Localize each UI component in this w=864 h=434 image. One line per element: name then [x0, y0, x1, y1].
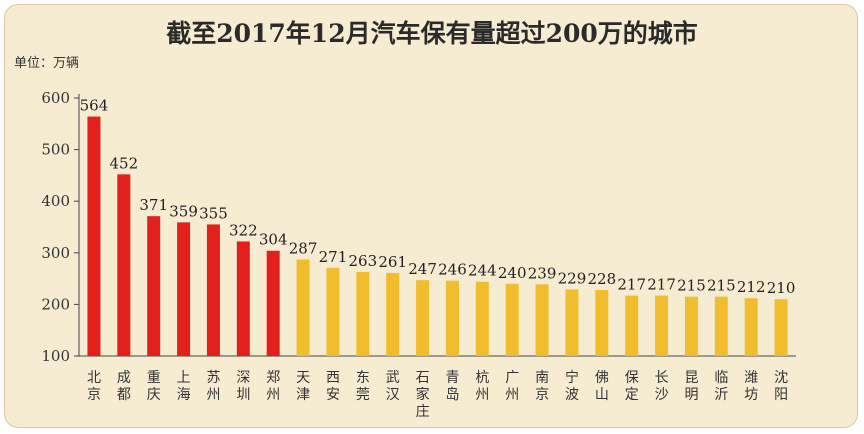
data-label: 452: [109, 154, 138, 172]
bar: [565, 289, 579, 356]
x-tick-label: 石家庄: [416, 370, 430, 420]
x-tick-label: 潍坊: [744, 370, 758, 403]
data-label: 564: [80, 97, 109, 115]
chart-title: 截至2017年12月汽车保有量超过200万的城市: [166, 19, 698, 48]
bar: [356, 271, 370, 356]
x-tick-label: 成都: [117, 370, 131, 403]
x-tick-label: 苏州: [206, 370, 220, 403]
x-tick-label: 南京: [535, 370, 549, 403]
data-label: 215: [707, 277, 736, 295]
x-tick-label: 青岛: [445, 370, 459, 403]
bars: [87, 116, 788, 357]
x-tick-label: 深圳: [236, 370, 250, 403]
x-tick-label: 保定: [625, 370, 639, 403]
y-tick-label: 500: [41, 141, 70, 159]
data-label: 355: [199, 204, 228, 222]
x-tick-label: 西安: [326, 370, 340, 403]
data-label: 304: [259, 231, 288, 249]
x-tick-label: 杭州: [475, 370, 489, 403]
bar: [177, 222, 191, 356]
data-label: 247: [408, 260, 437, 278]
data-label: 244: [468, 262, 497, 280]
x-tick-label: 北京: [87, 370, 101, 403]
bar: [505, 283, 519, 356]
x-tick-label: 沈阳: [774, 370, 788, 403]
data-label: 229: [558, 269, 587, 287]
x-tick-label: 宁波: [565, 369, 579, 403]
bar: [714, 296, 728, 356]
x-tick-label: 广州: [505, 370, 519, 403]
bar: [296, 259, 310, 356]
data-label: 212: [737, 278, 766, 296]
data-label: 228: [587, 270, 616, 288]
data-label: 240: [498, 264, 527, 282]
data-label: 261: [378, 253, 407, 271]
bar: [117, 174, 131, 356]
data-label: 322: [229, 221, 258, 239]
data-label: 246: [438, 261, 467, 279]
axes: 100 200 300 400 500 600: [41, 89, 796, 365]
x-tick-label: 郑州: [266, 370, 280, 403]
bar: [595, 289, 609, 356]
x-tick-label: 武汉: [386, 370, 400, 403]
bar: [625, 295, 639, 356]
bar: [744, 298, 758, 356]
x-tick-label: 上海: [177, 370, 191, 403]
bar: [535, 284, 549, 356]
data-label: 263: [348, 252, 377, 270]
y-tick-label: 600: [41, 89, 70, 107]
y-tick-label: 200: [41, 295, 70, 313]
x-tick-label: 昆明: [684, 370, 698, 403]
bar: [147, 216, 161, 356]
x-tick-label: 东莞: [356, 370, 370, 403]
data-label: 271: [319, 248, 348, 266]
y-tick-label: 300: [41, 244, 70, 262]
x-tick-label: 重庆: [147, 370, 161, 403]
bar: [655, 295, 669, 356]
y-tick-label: 400: [41, 192, 70, 210]
bar: [326, 267, 340, 356]
bar: [684, 296, 698, 356]
bar: [386, 272, 400, 356]
x-tick-label: 天津: [296, 370, 310, 403]
bar: [266, 250, 280, 356]
bar: [416, 280, 430, 356]
data-label: 215: [677, 277, 706, 295]
x-tick-label: 佛山: [595, 370, 609, 403]
y-tick-label: 100: [41, 347, 70, 365]
bar: [774, 299, 788, 356]
data-label: 217: [647, 276, 676, 294]
bar: [445, 280, 459, 356]
unit-label: 单位：万辆: [14, 56, 80, 71]
data-label: 239: [528, 264, 557, 282]
data-label: 371: [139, 196, 168, 214]
bar: [206, 224, 220, 356]
data-label: 210: [767, 279, 796, 297]
bar: [236, 241, 250, 356]
x-tick-label: 长沙: [655, 370, 669, 403]
data-label: 287: [289, 240, 318, 258]
data-label: 217: [617, 276, 646, 294]
bar: [475, 281, 489, 356]
data-label: 359: [169, 202, 198, 220]
bar: [87, 116, 101, 357]
chart-frame: [4, 4, 858, 428]
x-tick-label: 临沂: [714, 370, 728, 403]
